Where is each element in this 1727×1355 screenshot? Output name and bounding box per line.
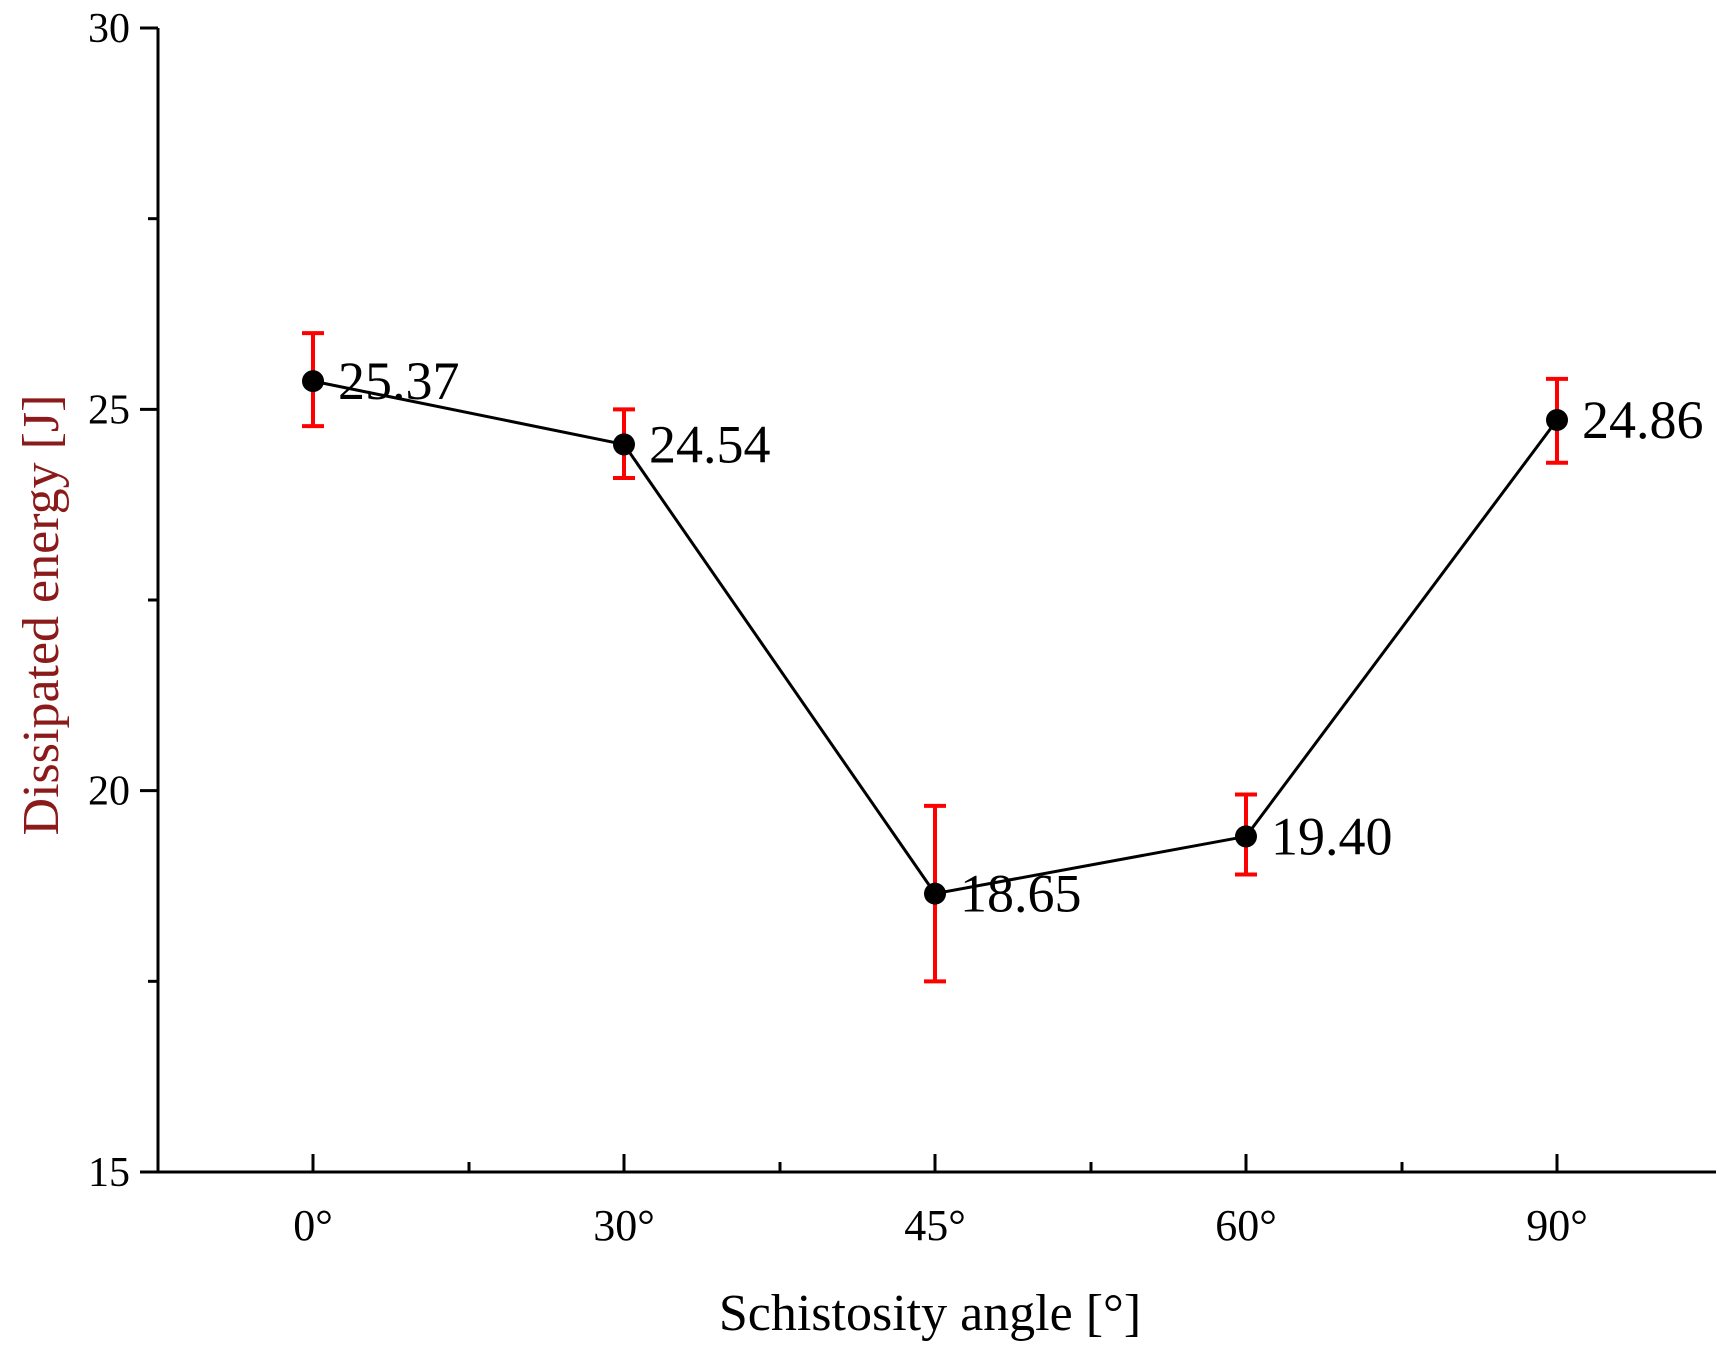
- x-tick-label: 90°: [1526, 1201, 1588, 1250]
- data-label: 24.54: [649, 414, 771, 474]
- data-point: [613, 433, 635, 456]
- x-axis-title: Schistosity angle [°]: [719, 1285, 1141, 1342]
- y-tick-label: 30: [88, 6, 130, 52]
- data-label: 18.65: [960, 864, 1082, 924]
- ticks: [140, 26, 1559, 1174]
- y-tick-label: 25: [88, 387, 130, 433]
- data-point: [1235, 825, 1257, 848]
- y-tick-label: 15: [88, 1150, 130, 1196]
- y-axis-title: Dissipated energy [J]: [13, 395, 70, 836]
- x-tick-label: 0°: [293, 1201, 333, 1250]
- x-tick-label: 60°: [1215, 1201, 1277, 1250]
- data-point: [302, 370, 324, 393]
- labels: 15 20 25 30 0° 30° 45° 60° 90° 25.37 24.54 18.65 19.…: [88, 6, 1704, 1250]
- data-label: 24.86: [1582, 390, 1704, 450]
- data-point: [1546, 409, 1568, 432]
- y-tick-label: 20: [88, 769, 130, 815]
- data-point: [924, 882, 946, 905]
- series: [302, 331, 1568, 984]
- axes: [156, 28, 1716, 1174]
- data-label: 19.40: [1271, 806, 1393, 866]
- data-label: 25.37: [338, 351, 460, 411]
- x-tick-label: 45°: [904, 1201, 966, 1250]
- x-tick-label: 30°: [593, 1201, 655, 1250]
